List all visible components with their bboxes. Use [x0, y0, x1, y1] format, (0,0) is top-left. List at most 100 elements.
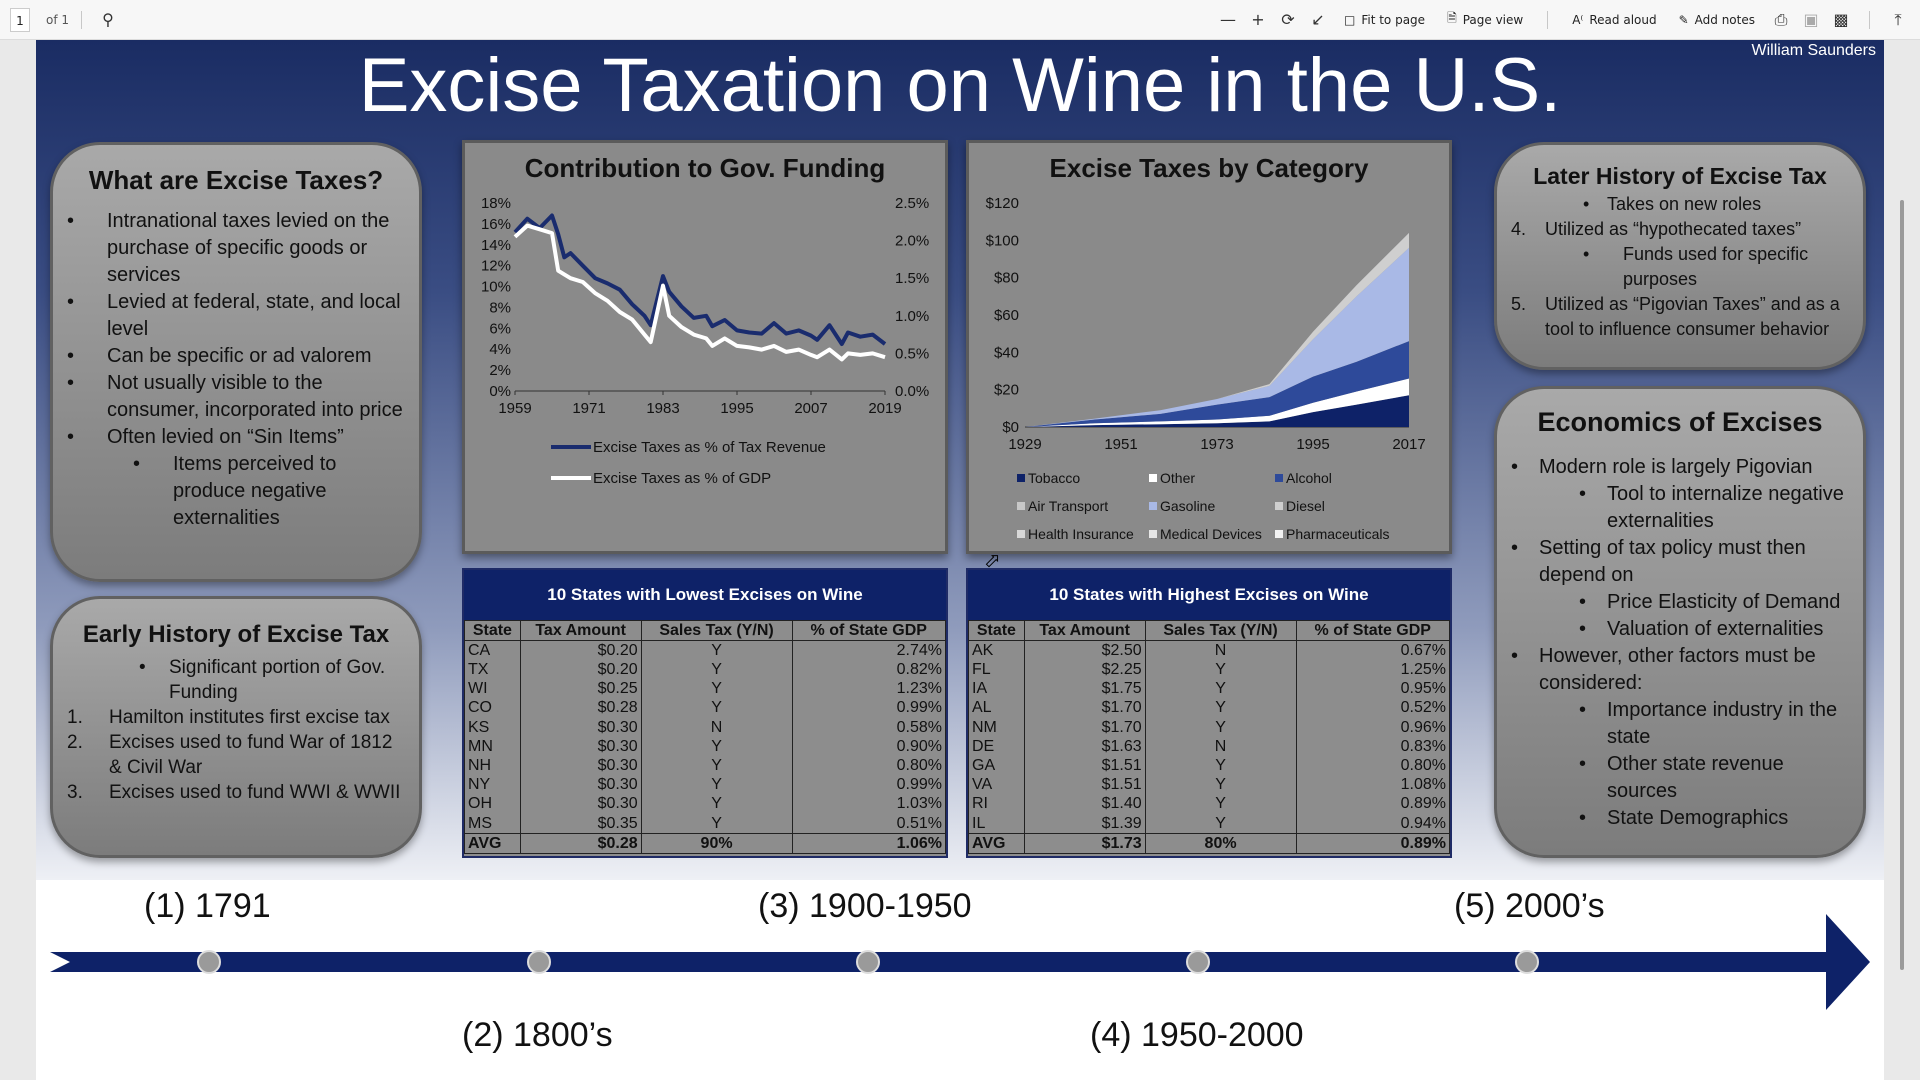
- zoom-out-icon[interactable]: —: [1220, 10, 1236, 29]
- bullet-text: Other state revenue sources: [1607, 753, 1784, 802]
- legend-label: Diesel: [1286, 498, 1325, 514]
- bullet-text: Modern role is largely Pigovian: [1539, 456, 1813, 478]
- table-cell: 0.90%: [791, 736, 946, 756]
- table-cell: AVG: [464, 832, 521, 854]
- page-view-button[interactable]: 🗎 Page view: [1437, 6, 1533, 34]
- table-cell: 0.67%: [1295, 640, 1450, 660]
- y-tick-label: $80: [994, 270, 1019, 287]
- table-cell: 0.82%: [791, 660, 946, 680]
- numbered-item: 5. Utilized as “Pigovian Taxes” and as a …: [1511, 292, 1849, 342]
- mouse-cursor-icon: ⬀: [984, 548, 1001, 572]
- legend-swatch: [1275, 474, 1283, 482]
- sub-bullet-item: • Tool to internalize negative externalit…: [1511, 481, 1849, 535]
- toolbar-divider: [1869, 10, 1870, 29]
- vertical-scrollbar[interactable]: [1884, 40, 1920, 1080]
- add-notes-button[interactable]: ✎ Add notes: [1669, 6, 1765, 34]
- table-cell: 1.23%: [791, 679, 946, 699]
- table-cell: $0.30: [519, 755, 642, 776]
- timeline-dot: [1515, 950, 1539, 974]
- table-cell: NY: [464, 775, 521, 795]
- page-view-icon: 🗎: [1447, 11, 1457, 25]
- table-cell: WI: [464, 679, 521, 699]
- save-as-icon[interactable]: ▩: [1833, 10, 1849, 29]
- fit-to-page-button[interactable]: □ Fit to page: [1334, 6, 1435, 34]
- item-text: Utilized as “Pigovian Taxes” and as a to…: [1545, 294, 1840, 339]
- table-cell: CO: [464, 698, 521, 718]
- table-cell: TX: [464, 660, 521, 680]
- category-chart-panel: Excise Taxes by Category $0 $20 $40 $60 $80 $…: [966, 140, 1452, 554]
- zoom-in-icon[interactable]: +: [1251, 10, 1265, 29]
- pen-icon: ✎: [1678, 12, 1689, 27]
- legend-swatch: [1017, 474, 1025, 482]
- x-tick-label: 1983: [646, 400, 679, 417]
- numbered-item: 1. Hamilton institutes first excise tax: [67, 705, 405, 730]
- table-cell: 0.94%: [1295, 813, 1450, 833]
- x-tick-label: 1995: [720, 400, 753, 417]
- table-cell: 0.96%: [1295, 717, 1450, 737]
- table-cell: 0.99%: [791, 775, 946, 795]
- rotate-icon[interactable]: ⟳: [1281, 10, 1295, 29]
- table-cell: 1.08%: [1295, 775, 1450, 795]
- table-cell: KS: [464, 717, 521, 737]
- x-tick-label: 1951: [1104, 436, 1137, 453]
- y-tick-label: $20: [994, 382, 1019, 399]
- timeline-label: (3) 1900-1950: [758, 887, 972, 925]
- table-cell: $1.51: [1023, 755, 1146, 776]
- sub-bullet-item: • Takes on new roles: [1511, 192, 1849, 217]
- table-cell: N: [640, 717, 793, 737]
- item-text: Excises used to fund WWI & WWII: [109, 782, 401, 803]
- table-cell: 0.89%: [1295, 794, 1450, 814]
- table-cell: Y: [1144, 755, 1297, 776]
- y-left-tick-label: 16%: [481, 216, 511, 233]
- pin-icon[interactable]: ⤒: [1894, 9, 1902, 29]
- table-cell: AVG: [968, 832, 1025, 854]
- box-title: Early History of Excise Tax: [82, 621, 390, 648]
- table-row: WI $0.25 Y 1.23%: [464, 679, 946, 699]
- y-tick-label: $40: [994, 344, 1019, 361]
- table-cell: 1.06%: [791, 832, 946, 854]
- table-cell: N: [1144, 640, 1297, 660]
- bullet-text: Often levied on “Sin Items”: [107, 426, 344, 448]
- table-cell: $1.63: [1023, 736, 1146, 756]
- fit-to-page-label: Fit to page: [1361, 12, 1426, 27]
- scrollbar-thumb[interactable]: [1900, 200, 1904, 970]
- collapse-icon[interactable]: ↙: [1311, 10, 1325, 29]
- table-cell: $0.30: [519, 736, 642, 756]
- sub-bullet-item: • Significant portion of Gov. Funding: [67, 655, 405, 705]
- table-row: TX $0.20 Y 0.82%: [464, 660, 946, 680]
- data-table: State Tax Amount Sales Tax (Y/N)% of State…: [968, 620, 1450, 854]
- column-header: State: [464, 620, 521, 641]
- read-aloud-button[interactable]: A⁽ Read aloud: [1562, 6, 1666, 34]
- page-number-input[interactable]: 1: [10, 7, 30, 32]
- x-tick-label: 1973: [1200, 436, 1233, 453]
- timeline-label: (5) 2000’s: [1454, 887, 1605, 925]
- numbered-item: 3. Excises used to fund WWI & WWII: [67, 780, 405, 805]
- item-text: Excises used to fund War of 1812 & Civil…: [109, 732, 393, 778]
- bullet-text: Not usually visible to the consumer, inc…: [107, 372, 403, 421]
- table-cell: $0.35: [519, 813, 642, 833]
- bullet-text: Funds used for specific purposes: [1623, 244, 1809, 289]
- contribution-chart-panel: Contribution to Gov. Funding 0% 2% 4% 6% 8% 1…: [462, 140, 948, 554]
- table-cell: 0.51%: [791, 813, 946, 833]
- bullet-text: Intranational taxes levied on the purcha…: [107, 210, 390, 286]
- table-cell: $1.73: [1023, 832, 1146, 854]
- legend-swatch: [1149, 502, 1157, 510]
- y-left-tick-label: 2%: [489, 362, 511, 379]
- legend-label: Pharmaceuticals: [1286, 526, 1390, 542]
- arrow-shape: [50, 914, 1870, 1010]
- y-right-tick-label: 1.5%: [895, 270, 929, 287]
- item-number: 1.: [67, 707, 83, 728]
- table-cell: VA: [968, 775, 1025, 795]
- legend-label: Health Insurance: [1028, 526, 1134, 542]
- save-icon[interactable]: ▣: [1803, 10, 1819, 29]
- search-icon[interactable]: ⚲: [102, 10, 114, 29]
- sub-bullet-item: • Funds used for specific purposes: [1511, 242, 1849, 292]
- table-cell: DE: [968, 736, 1025, 756]
- column-header: % of State GDP: [1295, 620, 1450, 641]
- legend-swatch: [1275, 530, 1283, 538]
- column-header: % of State GDP: [791, 620, 946, 641]
- bullet-text: Significant portion of Gov. Funding: [169, 657, 386, 703]
- print-icon[interactable]: ⎙: [1774, 9, 1788, 29]
- y-right-tick-label: 2.0%: [895, 233, 929, 250]
- item-number: 2.: [67, 732, 83, 753]
